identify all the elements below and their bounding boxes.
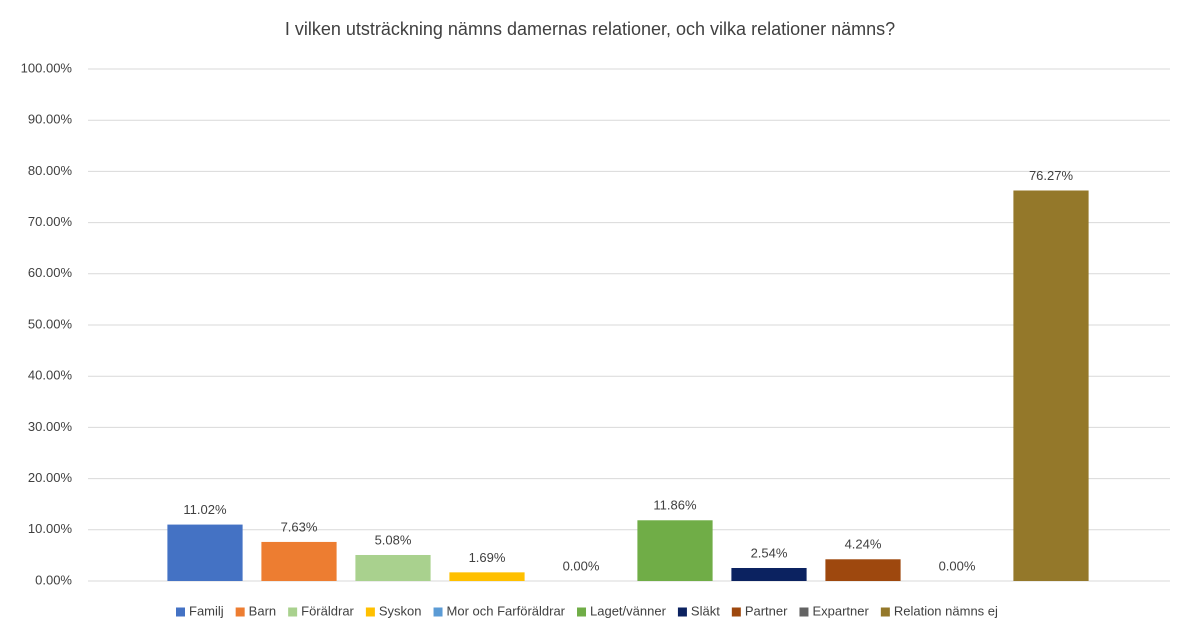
data-label: 0.00% (563, 558, 600, 573)
legend-label: Partner (745, 603, 788, 618)
bar (355, 554, 431, 581)
legend-label: Mor och Farföräldrar (447, 603, 566, 618)
data-label: 11.02% (183, 502, 227, 517)
bar (167, 524, 243, 581)
data-label: 76.27% (1029, 168, 1074, 183)
data-label: 7.63% (281, 519, 318, 534)
bar (449, 572, 525, 581)
legend-label: Föräldrar (301, 603, 354, 618)
legend-swatch (235, 607, 245, 617)
legend-swatch (799, 607, 809, 617)
legend-swatch (731, 607, 741, 617)
legend-swatch (176, 607, 185, 617)
legend-label: Expartner (812, 603, 869, 618)
y-tick-label: 20.00% (28, 470, 73, 485)
y-tick-label: 30.00% (28, 419, 73, 434)
legend-label: Familj (189, 603, 224, 618)
bar (261, 541, 337, 581)
y-tick-label: 10.00% (28, 521, 73, 536)
data-label: 0.00% (939, 558, 976, 573)
legend-label: Laget/vänner (590, 603, 667, 618)
legend-label: Släkt (691, 603, 720, 618)
y-tick-label: 0.00% (35, 572, 72, 587)
legend-swatch (365, 607, 375, 617)
bar (731, 567, 807, 581)
y-tick-label: 100.00% (21, 60, 73, 75)
data-label: 4.24% (845, 537, 882, 552)
legend-swatch (288, 607, 298, 617)
legend-swatch (433, 607, 443, 617)
bar (825, 559, 901, 581)
legend-label: Syskon (379, 603, 422, 618)
y-tick-label: 80.00% (28, 163, 73, 178)
legend-label: Relation nämns ej (894, 603, 998, 618)
data-label: 2.54% (751, 545, 788, 560)
bar (1013, 190, 1089, 581)
chart-title: I vilken utsträckning nämns damernas rel… (285, 19, 895, 39)
data-label: 5.08% (375, 532, 412, 547)
legend-label: Barn (249, 603, 276, 618)
y-tick-label: 90.00% (28, 112, 73, 127)
data-label: 11.86% (653, 498, 697, 513)
y-tick-label: 40.00% (28, 368, 73, 383)
legend-swatch (577, 607, 587, 617)
y-tick-label: 50.00% (28, 316, 73, 331)
bar (637, 520, 713, 581)
legend-swatch (880, 607, 890, 617)
data-label: 1.69% (469, 550, 506, 565)
y-tick-label: 70.00% (28, 214, 73, 229)
legend-swatch (677, 607, 687, 617)
y-tick-label: 60.00% (28, 265, 73, 280)
